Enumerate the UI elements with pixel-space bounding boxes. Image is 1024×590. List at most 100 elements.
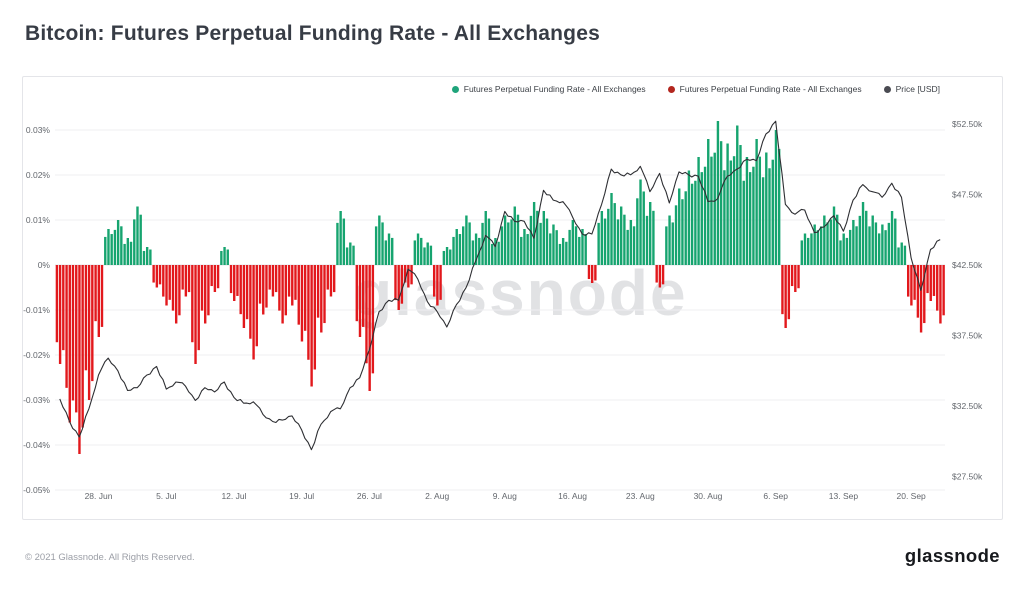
funding-bar[interactable] [320, 265, 323, 333]
funding-bar[interactable] [142, 250, 146, 265]
funding-bar[interactable] [136, 206, 139, 266]
funding-bar[interactable] [62, 265, 65, 351]
funding-bar[interactable] [87, 265, 91, 400]
funding-bar[interactable] [126, 238, 130, 265]
funding-bar[interactable] [262, 265, 265, 315]
funding-bar[interactable] [110, 234, 113, 265]
funding-bar[interactable] [790, 265, 794, 287]
funding-bar[interactable] [836, 214, 839, 265]
funding-bar[interactable] [255, 265, 258, 347]
funding-bar[interactable] [600, 211, 604, 265]
funding-bar[interactable] [300, 265, 304, 342]
funding-bar[interactable] [503, 215, 507, 266]
funding-bar[interactable] [742, 180, 745, 265]
funding-bar[interactable] [239, 265, 242, 315]
funding-bar[interactable] [716, 121, 720, 265]
funding-bar[interactable] [848, 229, 852, 265]
funding-bar[interactable] [526, 234, 529, 265]
funding-bar[interactable] [626, 229, 629, 265]
funding-bar[interactable] [913, 265, 916, 300]
funding-bar[interactable] [245, 265, 249, 320]
funding-bar[interactable] [806, 237, 810, 265]
funding-bar[interactable] [797, 265, 800, 289]
funding-bar[interactable] [155, 265, 159, 288]
funding-bar[interactable] [520, 236, 523, 265]
funding-bar[interactable] [607, 208, 610, 265]
funding-bar[interactable] [474, 233, 478, 266]
funding-bar[interactable] [871, 215, 874, 266]
funding-bar[interactable] [513, 206, 516, 266]
funding-bar[interactable] [687, 170, 691, 266]
funding-bar[interactable] [249, 265, 252, 339]
funding-bar[interactable] [336, 222, 339, 265]
funding-bar[interactable] [787, 265, 791, 320]
funding-bar[interactable] [855, 226, 858, 265]
funding-bar[interactable] [923, 265, 926, 324]
funding-bar[interactable] [774, 130, 778, 265]
funding-bar[interactable] [897, 247, 900, 265]
funding-bar[interactable] [332, 265, 336, 293]
funding-bar[interactable] [200, 265, 204, 311]
funding-bar[interactable] [194, 265, 197, 364]
funding-bar[interactable] [710, 156, 713, 265]
funding-bar[interactable] [197, 265, 200, 351]
funding-bar[interactable] [210, 265, 213, 287]
funding-bar[interactable] [529, 215, 533, 265]
funding-bar[interactable] [900, 242, 903, 266]
funding-bar[interactable] [297, 265, 300, 325]
funding-bar[interactable] [736, 125, 739, 266]
funding-bar[interactable] [91, 265, 94, 382]
funding-bar[interactable] [233, 265, 236, 301]
funding-bar[interactable] [487, 218, 491, 265]
funding-bar[interactable] [316, 265, 320, 318]
funding-bar[interactable] [81, 265, 84, 428]
funding-bar[interactable] [391, 237, 394, 265]
funding-bar[interactable] [558, 243, 562, 265]
funding-bar[interactable] [574, 226, 578, 265]
funding-bar[interactable] [500, 226, 504, 265]
funding-bar[interactable] [139, 214, 142, 265]
funding-bar[interactable] [745, 157, 749, 265]
funding-bar[interactable] [458, 234, 462, 265]
funding-bar[interactable] [578, 236, 581, 265]
funding-bar[interactable] [616, 219, 620, 265]
funding-bar[interactable] [568, 229, 571, 265]
funding-bar[interactable] [532, 202, 536, 265]
funding-bar[interactable] [910, 265, 913, 306]
funding-bar[interactable] [345, 247, 349, 265]
legend-item[interactable]: Futures Perpetual Funding Rate - All Exc… [667, 84, 862, 94]
funding-bar[interactable] [75, 265, 78, 413]
funding-bar[interactable] [761, 177, 765, 265]
funding-bar[interactable] [623, 214, 626, 265]
funding-bar[interactable] [852, 220, 855, 265]
funding-bar[interactable] [552, 224, 555, 266]
funding-bar[interactable] [416, 233, 420, 266]
funding-bar[interactable] [697, 157, 700, 265]
funding-bar[interactable] [594, 265, 597, 281]
funding-bar[interactable] [394, 265, 397, 301]
funding-bar[interactable] [590, 265, 594, 283]
funding-bar[interactable] [907, 265, 910, 297]
funding-bar[interactable] [819, 226, 823, 265]
funding-bar[interactable] [703, 166, 707, 265]
funding-bar[interactable] [739, 145, 742, 265]
funding-bar[interactable] [133, 219, 136, 265]
funding-bar[interactable] [726, 143, 729, 266]
funding-bar[interactable] [265, 265, 268, 308]
funding-bar[interactable] [658, 265, 662, 288]
funding-bar[interactable] [107, 229, 110, 265]
funding-bar[interactable] [494, 238, 497, 265]
funding-bar[interactable] [916, 265, 920, 318]
funding-bar[interactable] [603, 218, 607, 265]
funding-bar[interactable] [116, 220, 120, 265]
funding-bar[interactable] [752, 166, 755, 265]
funding-bar[interactable] [432, 265, 436, 297]
funding-bar[interactable] [342, 218, 346, 265]
funding-bar[interactable] [781, 265, 784, 315]
funding-bar[interactable] [387, 233, 391, 266]
funding-bar[interactable] [858, 215, 862, 265]
funding-bar[interactable] [668, 215, 671, 266]
funding-bar[interactable] [278, 265, 281, 311]
funding-bar[interactable] [400, 265, 404, 304]
funding-bar[interactable] [223, 247, 226, 265]
